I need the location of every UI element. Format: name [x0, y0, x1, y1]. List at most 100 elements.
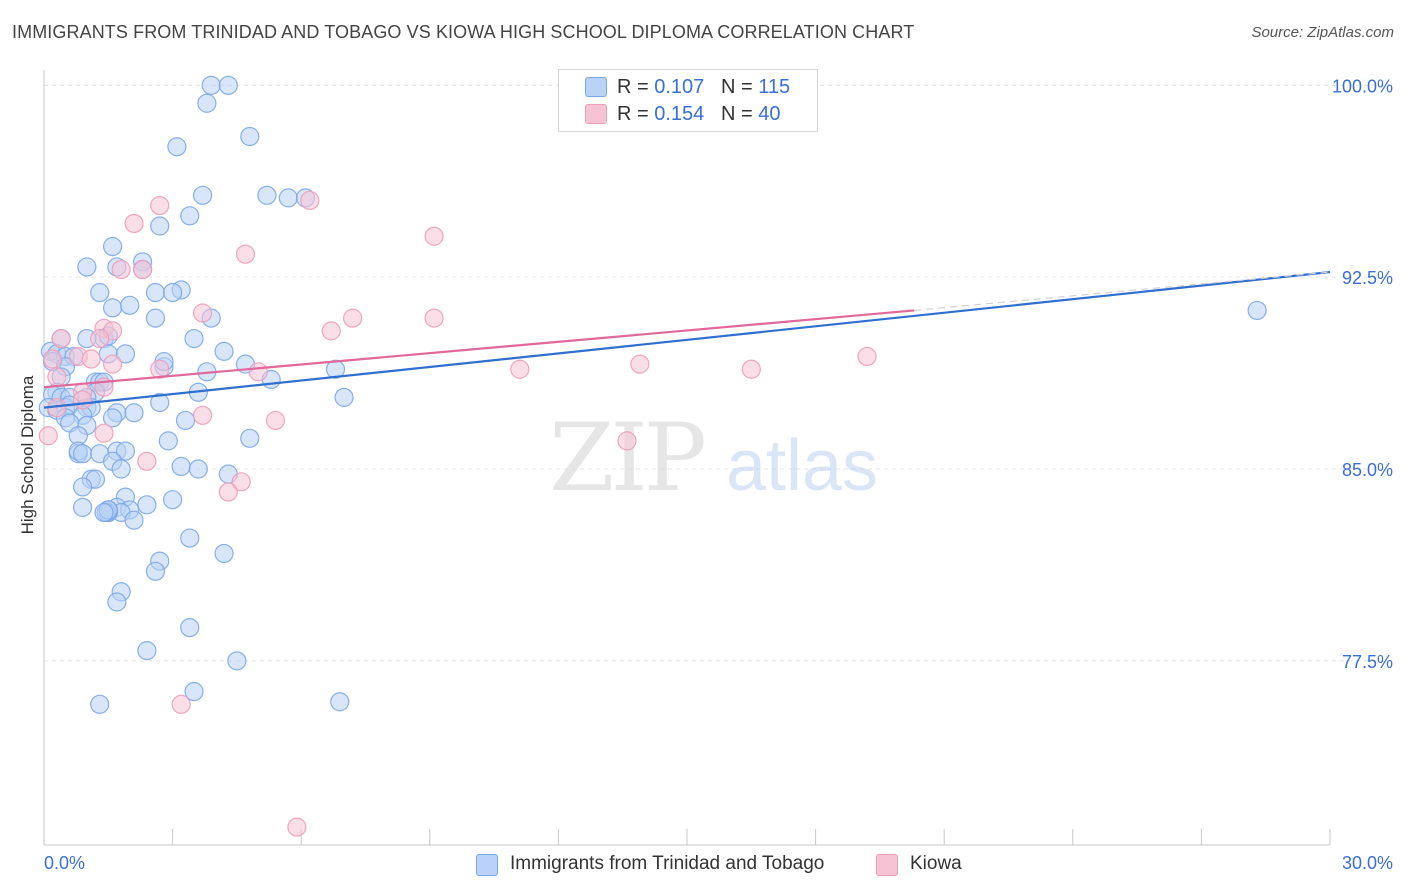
point-kiowa	[630, 354, 650, 374]
point-trinidad	[150, 216, 170, 236]
point-trinidad	[278, 188, 298, 208]
trend-line-trinidad	[43, 270, 1331, 409]
point-trinidad	[334, 387, 354, 407]
y-tick-label: 85.0%	[1342, 460, 1393, 480]
chart-source: Source: ZipAtlas.com	[1251, 24, 1394, 41]
point-kiowa	[124, 213, 144, 234]
legend-swatch-kiowa	[585, 104, 607, 124]
point-trinidad	[171, 456, 191, 477]
point-trinidad	[227, 651, 247, 671]
r-value: 0.154	[654, 103, 705, 125]
point-kiowa	[51, 328, 71, 349]
point-trinidad	[90, 694, 110, 714]
correlation-legend: R = 0.107 N = 115 R = 0.154 N = 40	[558, 69, 818, 132]
point-trinidad	[325, 359, 346, 379]
point-trinidad	[107, 592, 127, 612]
point-kiowa	[137, 451, 157, 471]
point-trinidad	[240, 126, 260, 147]
data-points	[38, 75, 1267, 837]
point-kiowa	[193, 303, 213, 323]
point-kiowa	[231, 472, 251, 492]
point-trinidad	[163, 282, 183, 303]
point-kiowa	[617, 431, 637, 451]
trend-lines	[43, 270, 1331, 409]
point-trinidad	[163, 490, 183, 510]
point-trinidad	[201, 75, 221, 95]
point-trinidad	[72, 444, 93, 464]
point-kiowa	[235, 244, 256, 264]
point-kiowa	[193, 405, 213, 425]
n-label: N =	[720, 103, 759, 125]
point-kiowa	[857, 346, 877, 367]
point-trinidad	[175, 410, 196, 431]
axes	[43, 70, 1331, 846]
point-trinidad	[77, 257, 97, 277]
point-trinidad	[330, 692, 350, 712]
point-trinidad	[72, 497, 93, 517]
point-trinidad	[193, 185, 213, 205]
n-value: 115	[758, 76, 791, 98]
point-kiowa	[248, 362, 268, 382]
point-kiowa	[111, 259, 131, 280]
point-trinidad	[111, 459, 131, 479]
point-trinidad	[184, 681, 204, 702]
point-trinidad	[145, 308, 166, 328]
point-trinidad	[150, 392, 170, 413]
point-kiowa	[218, 482, 238, 502]
point-kiowa	[265, 410, 286, 431]
n-label: N =	[720, 76, 759, 98]
n-value: 40	[758, 103, 781, 125]
point-trinidad	[115, 441, 136, 461]
point-trinidad	[72, 477, 93, 497]
x-tick-label: 0.0%	[44, 853, 85, 873]
point-trinidad	[115, 344, 136, 364]
point-trinidad	[214, 341, 234, 361]
point-kiowa	[287, 817, 307, 837]
point-trinidad	[214, 543, 234, 564]
r-label: R =	[617, 76, 655, 98]
point-trinidad	[167, 137, 187, 157]
point-kiowa	[150, 359, 170, 379]
series-swatch-trinidad	[476, 854, 498, 876]
point-trinidad	[102, 298, 123, 318]
point-kiowa	[321, 321, 341, 341]
point-trinidad	[102, 408, 123, 428]
point-trinidad	[1247, 300, 1267, 321]
point-kiowa	[47, 367, 67, 387]
x-tick-label: 30.0%	[1342, 853, 1393, 873]
point-kiowa	[81, 349, 101, 369]
point-trinidad	[240, 428, 260, 448]
watermark-zip: ZIP	[549, 404, 703, 513]
point-trinidad	[158, 431, 178, 451]
point-trinidad	[180, 617, 200, 638]
y-tick-label: 100.0%	[1332, 76, 1393, 96]
point-trinidad	[180, 206, 200, 226]
point-trinidad	[184, 328, 204, 349]
point-kiowa	[90, 328, 110, 349]
r-value: 0.107	[654, 76, 705, 98]
trend-line-kiowa	[43, 309, 915, 389]
point-trinidad	[145, 282, 166, 303]
point-trinidad	[137, 495, 157, 515]
point-kiowa	[343, 308, 363, 328]
point-kiowa	[102, 354, 123, 374]
point-trinidad	[180, 528, 200, 548]
legend-swatch-trinidad	[585, 77, 607, 97]
point-kiowa	[42, 349, 63, 369]
chart-title: IMMIGRANTS FROM TRINIDAD AND TOBAGO VS K…	[12, 22, 915, 42]
point-kiowa	[424, 308, 444, 328]
r-label: R =	[617, 103, 655, 125]
point-trinidad	[124, 510, 144, 530]
y-axis-label: High School Diploma	[18, 375, 37, 535]
point-kiowa	[424, 226, 444, 246]
point-kiowa	[72, 390, 93, 410]
point-trinidad	[94, 502, 114, 523]
point-trinidad	[257, 185, 277, 205]
watermark-atlas: atlas	[726, 426, 878, 506]
series-label-trinidad: Immigrants from Trinidad and Tobago	[510, 853, 825, 874]
point-kiowa	[171, 694, 191, 714]
point-trinidad	[137, 641, 157, 661]
trend-line-kiowa-extension	[914, 271, 1331, 312]
point-kiowa	[510, 359, 530, 379]
